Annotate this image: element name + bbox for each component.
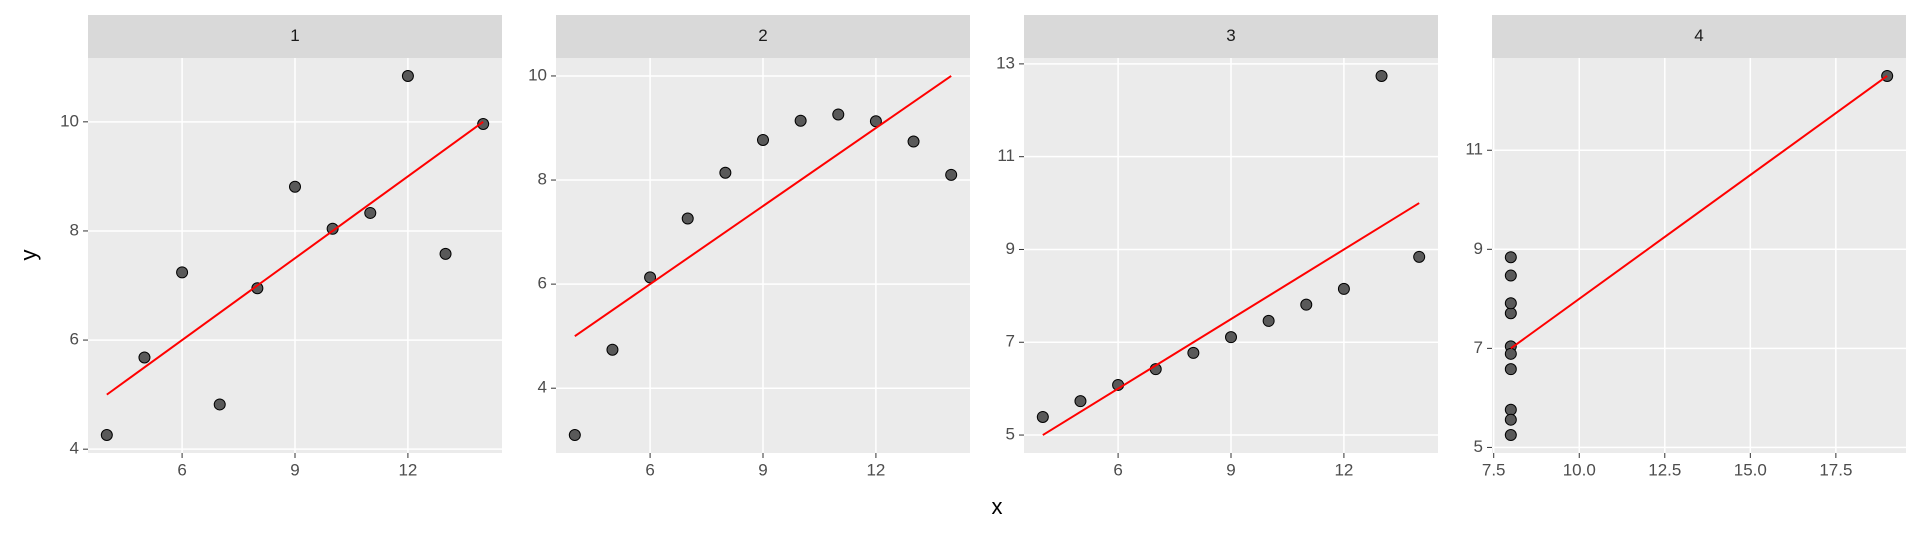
point xyxy=(568,429,581,442)
point xyxy=(719,166,732,179)
point xyxy=(1337,282,1350,295)
point xyxy=(907,135,920,148)
point xyxy=(401,70,414,83)
point xyxy=(138,351,151,364)
point xyxy=(1504,347,1517,360)
x-tick-label: 9 xyxy=(1226,460,1235,479)
point xyxy=(1504,297,1517,310)
y-tick-label: 9 xyxy=(1474,239,1483,258)
point xyxy=(644,271,657,284)
point xyxy=(1504,269,1517,282)
point xyxy=(1504,429,1517,442)
point xyxy=(1036,410,1049,423)
point xyxy=(1504,413,1517,426)
x-tick-label: 6 xyxy=(177,460,186,479)
y-tick-label: 6 xyxy=(538,274,547,293)
point xyxy=(326,222,339,235)
strip-label: 2 xyxy=(758,26,767,45)
point xyxy=(869,115,882,128)
x-tick-label: 7.5 xyxy=(1482,460,1506,479)
y-tick-label: 11 xyxy=(1465,140,1483,159)
point xyxy=(439,247,452,260)
fit-line xyxy=(106,121,484,396)
y-tick-label: 4 xyxy=(70,439,79,458)
y-tick-label: 8 xyxy=(538,170,547,189)
strip xyxy=(556,15,970,58)
x-tick-label: 12 xyxy=(398,460,417,479)
x-tick-label: 12.5 xyxy=(1648,460,1681,479)
point xyxy=(606,343,619,356)
x-tick-label: 9 xyxy=(758,460,767,479)
point xyxy=(1504,403,1517,416)
point xyxy=(1504,251,1517,264)
x-tick-label: 6 xyxy=(1113,460,1122,479)
y-tick-label: 11 xyxy=(997,146,1015,165)
panel xyxy=(1492,58,1906,453)
point xyxy=(1225,331,1237,344)
x-tick-label: 15.0 xyxy=(1734,460,1767,479)
x-tick-label: 9 xyxy=(290,460,299,479)
y-tick-label: 7 xyxy=(1474,338,1483,357)
y-tick-label: 8 xyxy=(70,220,79,239)
point xyxy=(757,133,769,146)
point xyxy=(681,212,694,225)
y-tick-label: 5 xyxy=(1006,425,1015,444)
point xyxy=(794,114,807,127)
y-axis-title: y xyxy=(16,250,41,261)
point xyxy=(1504,307,1517,320)
fit-line xyxy=(1042,202,1420,436)
y-tick-label: 7 xyxy=(1006,332,1015,351)
y-tick-label: 13 xyxy=(996,53,1015,72)
point xyxy=(176,266,189,279)
strip xyxy=(1492,15,1906,58)
point xyxy=(1375,69,1388,82)
point xyxy=(213,398,226,411)
strip-label: 4 xyxy=(1694,26,1703,45)
fit-line xyxy=(1510,75,1888,350)
x-tick-label: 10.0 xyxy=(1563,460,1596,479)
strip-label: 3 xyxy=(1226,26,1235,45)
x-tick-label: 17.5 xyxy=(1819,460,1852,479)
point xyxy=(945,168,958,181)
y-tick-label: 4 xyxy=(538,378,547,397)
point xyxy=(364,206,377,219)
strip-label: 1 xyxy=(290,26,299,45)
point xyxy=(1187,346,1200,359)
y-tick-label: 10 xyxy=(60,111,79,130)
point xyxy=(1074,395,1087,408)
point xyxy=(832,108,845,121)
point xyxy=(100,428,113,441)
point xyxy=(1413,250,1426,263)
x-axis-title: x xyxy=(992,494,1003,519)
strip xyxy=(88,15,502,58)
point xyxy=(1504,363,1517,376)
strip xyxy=(1024,15,1438,58)
y-tick-label: 6 xyxy=(70,330,79,349)
x-tick-label: 12 xyxy=(866,460,885,479)
point xyxy=(1262,314,1275,327)
point xyxy=(251,282,264,295)
point xyxy=(477,118,490,131)
y-tick-label: 10 xyxy=(528,65,547,84)
point xyxy=(1300,298,1313,311)
x-tick-label: 12 xyxy=(1334,460,1353,479)
point xyxy=(289,180,301,193)
x-tick-label: 6 xyxy=(645,460,654,479)
fit-line xyxy=(574,75,952,337)
y-tick-label: 5 xyxy=(1474,437,1483,456)
y-tick-label: 9 xyxy=(1006,239,1015,258)
